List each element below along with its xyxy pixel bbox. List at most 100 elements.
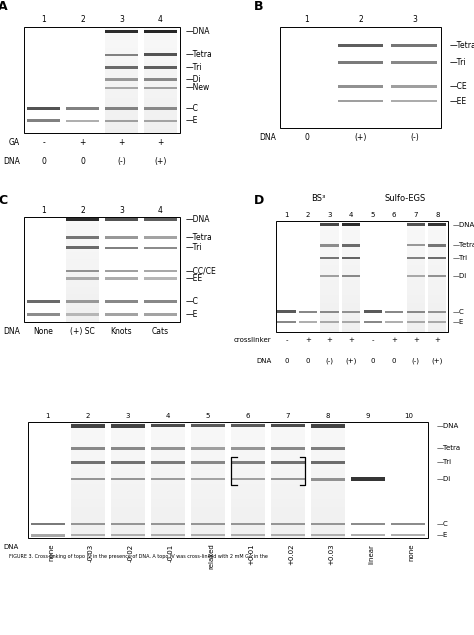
Bar	[105, 130, 138, 133]
Bar	[71, 503, 105, 507]
Bar	[407, 239, 425, 243]
Text: 8: 8	[326, 413, 330, 419]
Bar	[66, 313, 99, 316]
Bar	[105, 112, 138, 116]
Bar	[392, 85, 438, 88]
Bar	[144, 300, 177, 303]
Bar	[231, 530, 265, 534]
Bar	[66, 300, 99, 303]
Text: Knots: Knots	[111, 327, 132, 336]
Bar	[66, 305, 99, 308]
Bar	[144, 108, 177, 112]
Bar	[144, 126, 177, 130]
Bar	[231, 460, 265, 464]
Bar	[71, 507, 105, 511]
Bar	[191, 468, 225, 472]
Bar	[111, 476, 145, 480]
Text: 2: 2	[358, 15, 363, 24]
Bar	[66, 308, 99, 312]
Bar	[271, 530, 305, 534]
Text: —Tetra: —Tetra	[453, 243, 474, 248]
Bar	[271, 422, 305, 425]
Bar	[311, 523, 345, 525]
Bar	[231, 507, 265, 511]
Bar	[231, 484, 265, 488]
Bar	[231, 453, 265, 457]
Bar	[342, 277, 360, 280]
Bar	[271, 495, 305, 499]
Bar	[105, 270, 138, 272]
Bar	[231, 472, 265, 476]
Bar	[151, 457, 185, 460]
Bar	[191, 530, 225, 534]
Bar	[66, 301, 99, 305]
Bar	[311, 461, 345, 464]
Bar	[71, 476, 105, 480]
Bar	[151, 476, 185, 480]
Bar	[105, 83, 138, 87]
Bar	[105, 123, 138, 126]
Bar	[320, 291, 339, 295]
Bar	[66, 234, 99, 238]
Bar	[71, 424, 105, 427]
Bar	[231, 478, 265, 481]
Bar	[271, 449, 305, 453]
Bar	[191, 507, 225, 511]
Bar	[151, 511, 185, 515]
Bar	[105, 126, 138, 130]
Bar	[66, 273, 99, 277]
Text: —CE: —CE	[449, 82, 467, 91]
Bar	[105, 300, 138, 303]
Bar	[66, 245, 99, 248]
Bar	[191, 449, 225, 453]
Text: 5: 5	[371, 212, 375, 218]
Bar	[105, 30, 138, 34]
Bar	[105, 58, 138, 62]
Bar	[71, 491, 105, 495]
Bar	[428, 277, 447, 280]
Bar	[151, 488, 185, 491]
Bar	[191, 429, 225, 433]
Bar	[231, 441, 265, 445]
Bar	[191, 511, 225, 515]
Bar	[428, 321, 447, 323]
Bar	[231, 515, 265, 519]
Text: DNA: DNA	[3, 327, 20, 336]
Bar	[71, 464, 105, 468]
Bar	[271, 515, 305, 519]
Bar	[428, 225, 447, 229]
Bar	[342, 321, 360, 323]
Text: 0: 0	[370, 358, 375, 364]
Bar	[71, 460, 105, 464]
Text: +: +	[434, 337, 440, 344]
Bar	[231, 457, 265, 460]
Bar	[144, 41, 177, 44]
Bar	[320, 311, 339, 313]
Bar	[342, 295, 360, 299]
Text: —CC/CE: —CC/CE	[186, 266, 217, 276]
Bar	[407, 318, 425, 321]
Bar	[105, 51, 138, 55]
Bar	[320, 269, 339, 273]
Bar	[144, 107, 177, 110]
Bar	[407, 221, 425, 225]
Text: —C: —C	[186, 297, 199, 306]
Bar	[407, 229, 425, 232]
Bar	[111, 478, 145, 481]
Bar	[428, 255, 447, 258]
Bar	[144, 53, 177, 57]
Bar	[144, 51, 177, 55]
Bar	[342, 247, 360, 251]
Bar	[271, 519, 305, 523]
Bar	[231, 523, 265, 525]
Bar	[311, 484, 345, 488]
Bar	[342, 288, 360, 291]
Bar	[71, 480, 105, 484]
Bar	[271, 503, 305, 507]
Bar	[337, 44, 383, 46]
Bar	[151, 484, 185, 488]
Text: 6: 6	[246, 413, 250, 419]
Bar	[151, 515, 185, 519]
Bar	[111, 499, 145, 503]
Bar	[71, 461, 105, 464]
